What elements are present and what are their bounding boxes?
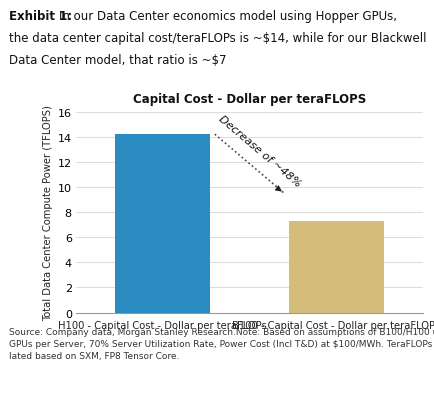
Text: In our Data Center economics model using Hopper GPUs,: In our Data Center economics model using… [59, 10, 397, 23]
Text: Decrease of ~48%: Decrease of ~48% [217, 113, 303, 188]
Text: the data center capital cost/teraFLOPs is ~$14, while for our Blackwell: the data center capital cost/teraFLOPs i… [9, 32, 426, 45]
Title: Capital Cost - Dollar per teraFLOPS: Capital Cost - Dollar per teraFLOPS [133, 93, 366, 105]
Y-axis label: Total Data Center Compute Power (TFLOPS): Total Data Center Compute Power (TFLOPS) [43, 105, 53, 320]
Text: Source: Company data, Morgan Stanley Research.Note: Based on assumptions of B100: Source: Company data, Morgan Stanley Res… [9, 327, 434, 360]
Bar [115, 135, 210, 313]
Text: Exhibit 1:: Exhibit 1: [9, 10, 72, 23]
Bar [289, 221, 384, 313]
Text: Data Center model, that ratio is ~$7: Data Center model, that ratio is ~$7 [9, 54, 226, 67]
